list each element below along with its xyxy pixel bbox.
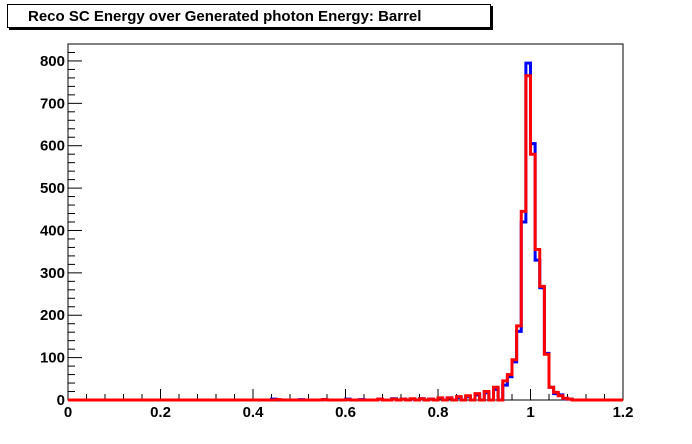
x-tick-label: 0.6 xyxy=(335,404,356,421)
x-axis: 0 0.2 0.4 0.6 0.8 1 1.2 xyxy=(64,389,634,421)
y-tick-label: 0 xyxy=(57,392,65,409)
x-tick-label: 1.2 xyxy=(613,404,634,421)
x-tick-label: 0.4 xyxy=(243,404,265,421)
y-axis: 0 100 200 300 400 500 600 700 800 xyxy=(40,43,82,409)
plot-frame xyxy=(67,43,624,401)
y-tick-label: 100 xyxy=(40,350,65,367)
y-tick-label: 600 xyxy=(40,138,65,155)
y-tick-label: 200 xyxy=(40,307,65,324)
y-tick-label: 300 xyxy=(40,265,65,282)
y-tick-label: 700 xyxy=(40,95,65,112)
histogram-series-1 xyxy=(68,61,623,402)
chart-title-box: Reco SC Energy over Generated photon Ene… xyxy=(7,4,491,28)
y-tick-label: 800 xyxy=(40,53,65,70)
x-tick-label: 1 xyxy=(526,404,534,421)
x-tick-label: 0.8 xyxy=(428,404,449,421)
series-layer xyxy=(68,61,623,402)
histogram-series-2 xyxy=(68,74,623,402)
y-tick-label: 400 xyxy=(40,222,65,239)
x-tick-label: 0 xyxy=(64,404,72,421)
y-tick-label: 500 xyxy=(40,180,65,197)
chart-title: Reco SC Energy over Generated photon Ene… xyxy=(28,7,422,25)
x-tick-label: 0.2 xyxy=(150,404,171,421)
